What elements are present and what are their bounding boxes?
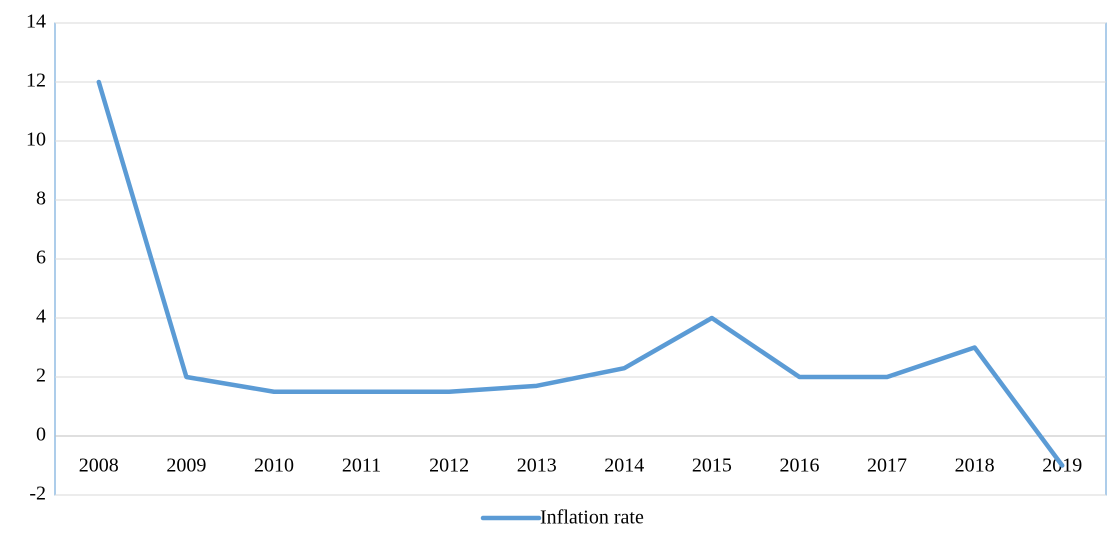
x-tick-label: 2013 [517, 455, 557, 477]
x-tick-label: 2017 [867, 455, 907, 477]
x-tick-label: 2008 [79, 455, 119, 477]
x-tick-label: 2010 [254, 455, 294, 477]
y-tick-label: 14 [26, 11, 46, 33]
x-tick-label: 2009 [166, 455, 206, 477]
y-tick-label: 10 [26, 129, 46, 151]
y-tick-label: 8 [36, 188, 46, 210]
y-tick-label: 0 [36, 424, 46, 446]
x-tick-label: 2015 [692, 455, 732, 477]
x-tick-label: 2016 [779, 455, 819, 477]
x-tick-label: 2014 [604, 455, 644, 477]
y-tick-label: 6 [36, 247, 46, 269]
y-tick-label: 4 [36, 306, 46, 328]
y-tick-label: -2 [29, 483, 46, 505]
data-line [96, 79, 1065, 468]
legend-label: Inflation rate [540, 507, 644, 529]
y-tick-label: 12 [26, 70, 46, 92]
x-tick-label: 2012 [429, 455, 469, 477]
x-tick-label: 2011 [342, 455, 381, 477]
y-tick-label: 2 [36, 365, 46, 387]
x-tick-label: 2018 [955, 455, 995, 477]
